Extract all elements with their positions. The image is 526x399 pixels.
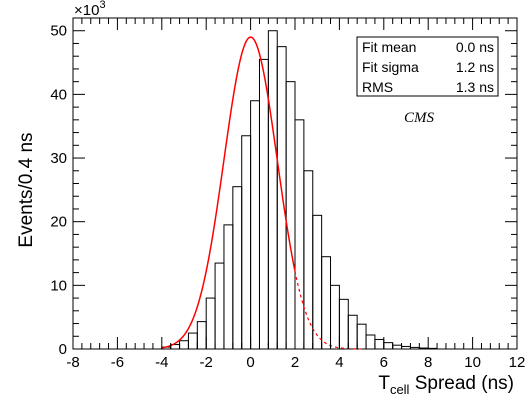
histogram-bar: [294, 119, 305, 350]
fit-curve-solid: [161, 36, 296, 349]
x-tick-label: 12: [509, 354, 526, 371]
histogram-bar: [338, 298, 349, 350]
histogram-bar: [187, 332, 198, 350]
histogram-bar: [285, 81, 296, 350]
histogram-bar: [303, 170, 314, 350]
stats-box-frame: [356, 36, 499, 97]
histogram-bar: [258, 58, 269, 350]
stats-value-rms: 1.3 ns: [456, 79, 494, 95]
x-tick-label: -4: [155, 354, 168, 371]
histogram-bar: [214, 262, 225, 350]
histogram-layer: [161, 30, 438, 350]
x-tick-label: 0: [246, 354, 254, 371]
histogram-bar: [383, 342, 394, 350]
axis-layer: -8 -6 -4 -2 0 2 4 6 8 10 12 0 10 20 30 40 50: [50, 17, 526, 371]
fit-layer: [161, 36, 362, 350]
histogram-bar: [409, 346, 420, 350]
histogram-bar: [196, 321, 207, 350]
x-tick-label: -2: [200, 354, 213, 371]
histogram-bar: [267, 30, 278, 350]
stats-value-sigma: 1.2 ns: [456, 59, 494, 75]
histogram-bar: [374, 338, 385, 350]
stats-label-rms: RMS: [362, 79, 393, 95]
histogram-bar: [427, 347, 438, 350]
y-axis-title: Events/0.4 ns: [16, 132, 37, 247]
histogram-bar: [232, 186, 243, 350]
histogram-bar: [347, 314, 358, 350]
y-tick-label: 40: [50, 86, 67, 103]
histogram-bar: [205, 297, 216, 350]
histogram-bar: [223, 224, 234, 350]
x-axis-title: Tcell Spread (ns): [378, 373, 514, 397]
y-tick-label: 50: [50, 23, 67, 40]
histogram-bar: [179, 340, 189, 350]
histogram-bar: [365, 334, 376, 350]
x-tick-label: 8: [424, 354, 432, 371]
histogram-bar: [312, 214, 323, 350]
x-tick-label: 2: [291, 354, 299, 371]
histogram-bar: [250, 100, 260, 350]
histogram-bar: [418, 347, 429, 350]
y-tick-label: 0: [59, 341, 67, 358]
y-tick-label: 10: [50, 277, 67, 294]
histogram-bar: [356, 323, 367, 350]
y-tick-label: 30: [50, 150, 67, 167]
stats-value-mean: 0.0 ns: [456, 39, 494, 55]
x-tick-label: -6: [111, 354, 124, 371]
x-tick-label: -8: [66, 354, 79, 371]
stats-box: Fit mean 0.0 ns Fit sigma 1.2 ns RMS 1.3…: [356, 36, 499, 97]
y-multiplier: ×103: [74, 0, 106, 19]
x-tick-label: 10: [464, 354, 481, 371]
stats-label-sigma: Fit sigma: [362, 59, 419, 75]
fit-curve-dashed: [294, 271, 362, 350]
histogram-bar: [401, 345, 411, 350]
stats-label-mean: Fit mean: [362, 39, 416, 55]
x-tick-label: 4: [335, 354, 343, 371]
histogram-bar: [330, 284, 340, 350]
histogram-bar: [276, 46, 287, 350]
histogram-bar: [241, 135, 252, 350]
histogram-bar: [321, 256, 332, 350]
cms-annotation: CMS: [404, 110, 435, 126]
y-tick-label: 20: [50, 214, 67, 231]
x-tick-label: 6: [380, 354, 388, 371]
histogram-bar: [392, 344, 403, 350]
